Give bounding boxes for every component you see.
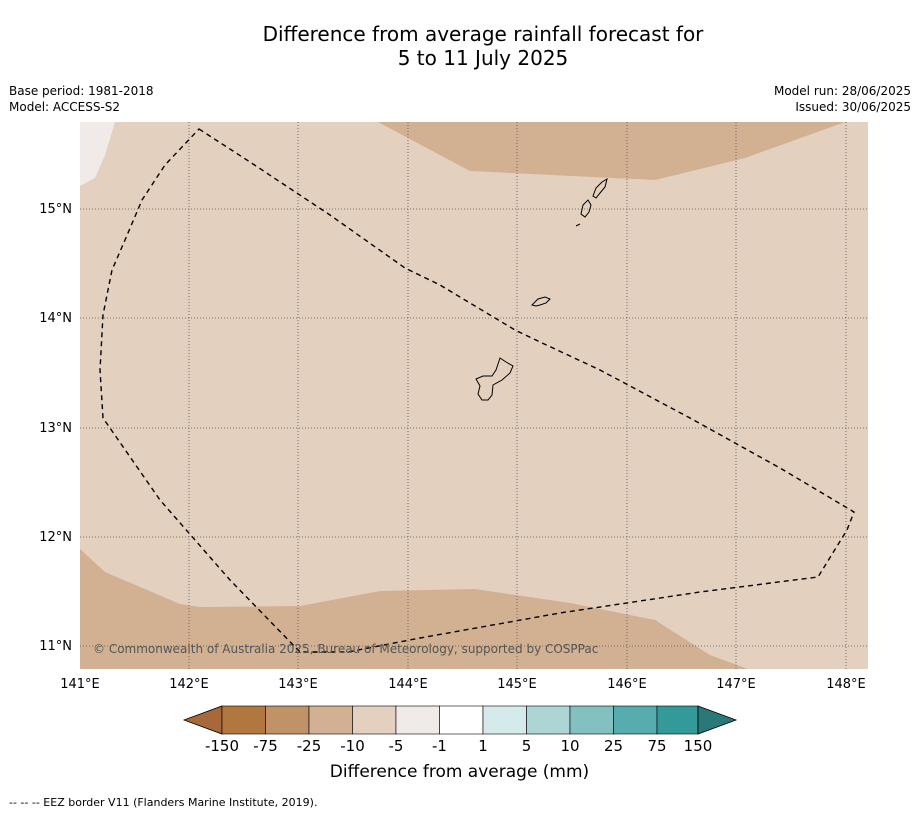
colorbar-swatch [352, 705, 397, 735]
colorbar-swatch [308, 705, 353, 735]
lon-tick: 145°E [497, 677, 537, 692]
colorbar-swatch [526, 705, 571, 735]
colorbar-tick: -5 [389, 737, 404, 755]
colorbar-swatch [265, 705, 310, 735]
eez-footnote: -- -- -- EEZ border V11 (Flanders Marine… [9, 796, 318, 809]
island-saipan [592, 177, 608, 199]
model-run: Model run: 28/06/2025 [773, 84, 911, 98]
colorbar-tick: -25 [297, 737, 322, 755]
chart-title: Difference from average rainfall forecas… [0, 22, 919, 70]
colorbar-tick: -10 [340, 737, 365, 755]
island-tinian [580, 199, 592, 218]
colorbar-swatch [221, 705, 266, 735]
colorbar-tick: 1 [478, 737, 488, 755]
lat-tick: 13°N [39, 421, 72, 436]
title-line-1: Difference from average rainfall forecas… [262, 22, 704, 46]
colorbar-swatch-high [697, 705, 738, 735]
lat-tick: 12°N [39, 530, 72, 545]
colorbar-swatch [613, 705, 658, 735]
colorbar-label: Difference from average (mm) [329, 762, 590, 782]
colorbar-swatch [395, 705, 440, 735]
colorbar-tick: 5 [522, 737, 532, 755]
lon-tick: 146°E [607, 677, 647, 692]
lat-tick-labels: 15°N 14°N 13°N 12°N 11°N [39, 202, 72, 654]
colorbar-tick: -1 [432, 737, 447, 755]
model-name: Model: ACCESS-S2 [9, 100, 121, 114]
lat-tick: 11°N [39, 639, 72, 654]
copyright-text: © Commonwealth of Australia 2025, Bureau… [93, 642, 598, 656]
colorbar-tick: -150 [205, 737, 239, 755]
rainfall-field [80, 122, 868, 669]
gridlines [80, 122, 868, 669]
colorbar: -150 -75 -25 -10 -5 -1 1 5 10 25 75 150 [182, 705, 738, 755]
issued-date: Issued: 30/06/2025 [795, 100, 911, 114]
lat-tick: 15°N [39, 202, 72, 217]
lon-tick: 148°E [826, 677, 866, 692]
island-guam [475, 357, 514, 401]
island-rota [531, 296, 551, 307]
island-outlines [475, 177, 608, 401]
colorbar-swatch [482, 705, 527, 735]
zone-minus10-minus5 [80, 122, 868, 669]
lon-tick: 143°E [278, 677, 318, 692]
colorbar-tick: 10 [560, 737, 579, 755]
zone-minus5-minus1 [80, 122, 115, 186]
lon-tick: 142°E [169, 677, 209, 692]
lon-tick: 141°E [60, 677, 100, 692]
colorbar-swatch [656, 705, 699, 735]
lon-tick: 144°E [388, 677, 428, 692]
base-period: Base period: 1981-2018 [9, 84, 154, 98]
eez-border [99, 128, 855, 653]
title-line-2: 5 to 11 July 2025 [397, 46, 569, 70]
zone-north-drier [378, 122, 868, 180]
lon-tick-labels: 141°E 142°E 143°E 144°E 145°E 146°E 147°… [60, 677, 866, 692]
meta-right: Model run: 28/06/2025 Issued: 30/06/2025 [774, 83, 911, 115]
colorbar-swatch [439, 705, 484, 735]
colorbar-swatch-low [182, 705, 223, 735]
island-aguijan [575, 223, 581, 227]
colorbar-tick: -75 [253, 737, 278, 755]
lat-tick: 14°N [39, 311, 72, 326]
colorbar-tick: 150 [684, 737, 713, 755]
colorbar-tick: 75 [647, 737, 666, 755]
colorbar-tick: 25 [604, 737, 623, 755]
zone-south-drier [80, 549, 748, 669]
lon-tick: 147°E [716, 677, 756, 692]
colorbar-swatch [569, 705, 614, 735]
meta-left: Base period: 1981-2018 Model: ACCESS-S2 [9, 83, 154, 115]
